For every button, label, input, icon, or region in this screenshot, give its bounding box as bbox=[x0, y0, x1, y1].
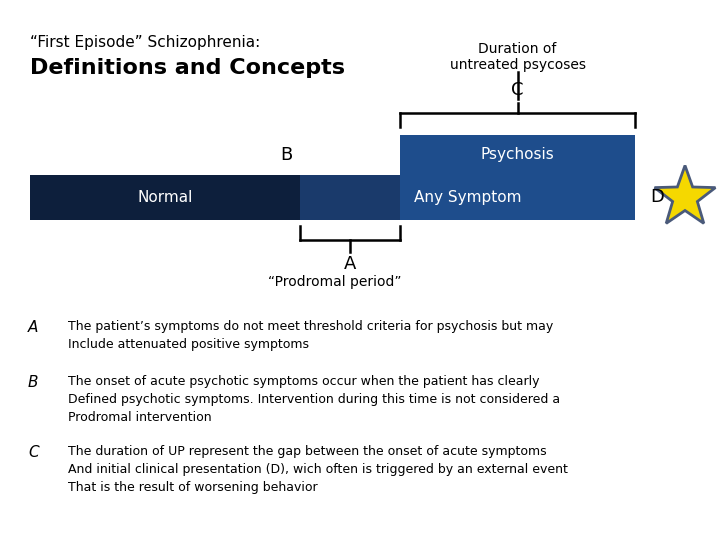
Bar bbox=[30, 175, 300, 220]
Text: The onset of acute psychotic symptoms occur when the patient has clearly
Defined: The onset of acute psychotic symptoms oc… bbox=[68, 375, 560, 424]
Text: B: B bbox=[28, 375, 38, 390]
Bar bbox=[300, 175, 635, 220]
Text: Normal: Normal bbox=[138, 190, 193, 205]
Bar bbox=[400, 135, 635, 220]
Text: B: B bbox=[280, 146, 292, 164]
Text: The duration of UP represent the gap between the onset of acute symptoms
And ini: The duration of UP represent the gap bet… bbox=[68, 445, 568, 494]
Text: A: A bbox=[344, 255, 356, 273]
Text: C: C bbox=[28, 445, 39, 460]
Text: The patient’s symptoms do not meet threshold criteria for psychosis but may
Incl: The patient’s symptoms do not meet thres… bbox=[68, 320, 553, 351]
Text: D: D bbox=[650, 188, 664, 206]
Text: Psychosis: Psychosis bbox=[481, 147, 554, 163]
Text: C: C bbox=[511, 81, 523, 99]
Text: “First Episode” Schizophrenia:: “First Episode” Schizophrenia: bbox=[30, 35, 260, 50]
Polygon shape bbox=[654, 165, 716, 224]
Text: Duration of
untreated psycoses: Duration of untreated psycoses bbox=[449, 42, 585, 72]
Text: A: A bbox=[28, 320, 38, 335]
Text: Definitions and Concepts: Definitions and Concepts bbox=[30, 58, 345, 78]
Text: “Prodromal period”: “Prodromal period” bbox=[269, 275, 402, 289]
Text: Any Symptom: Any Symptom bbox=[414, 190, 521, 205]
